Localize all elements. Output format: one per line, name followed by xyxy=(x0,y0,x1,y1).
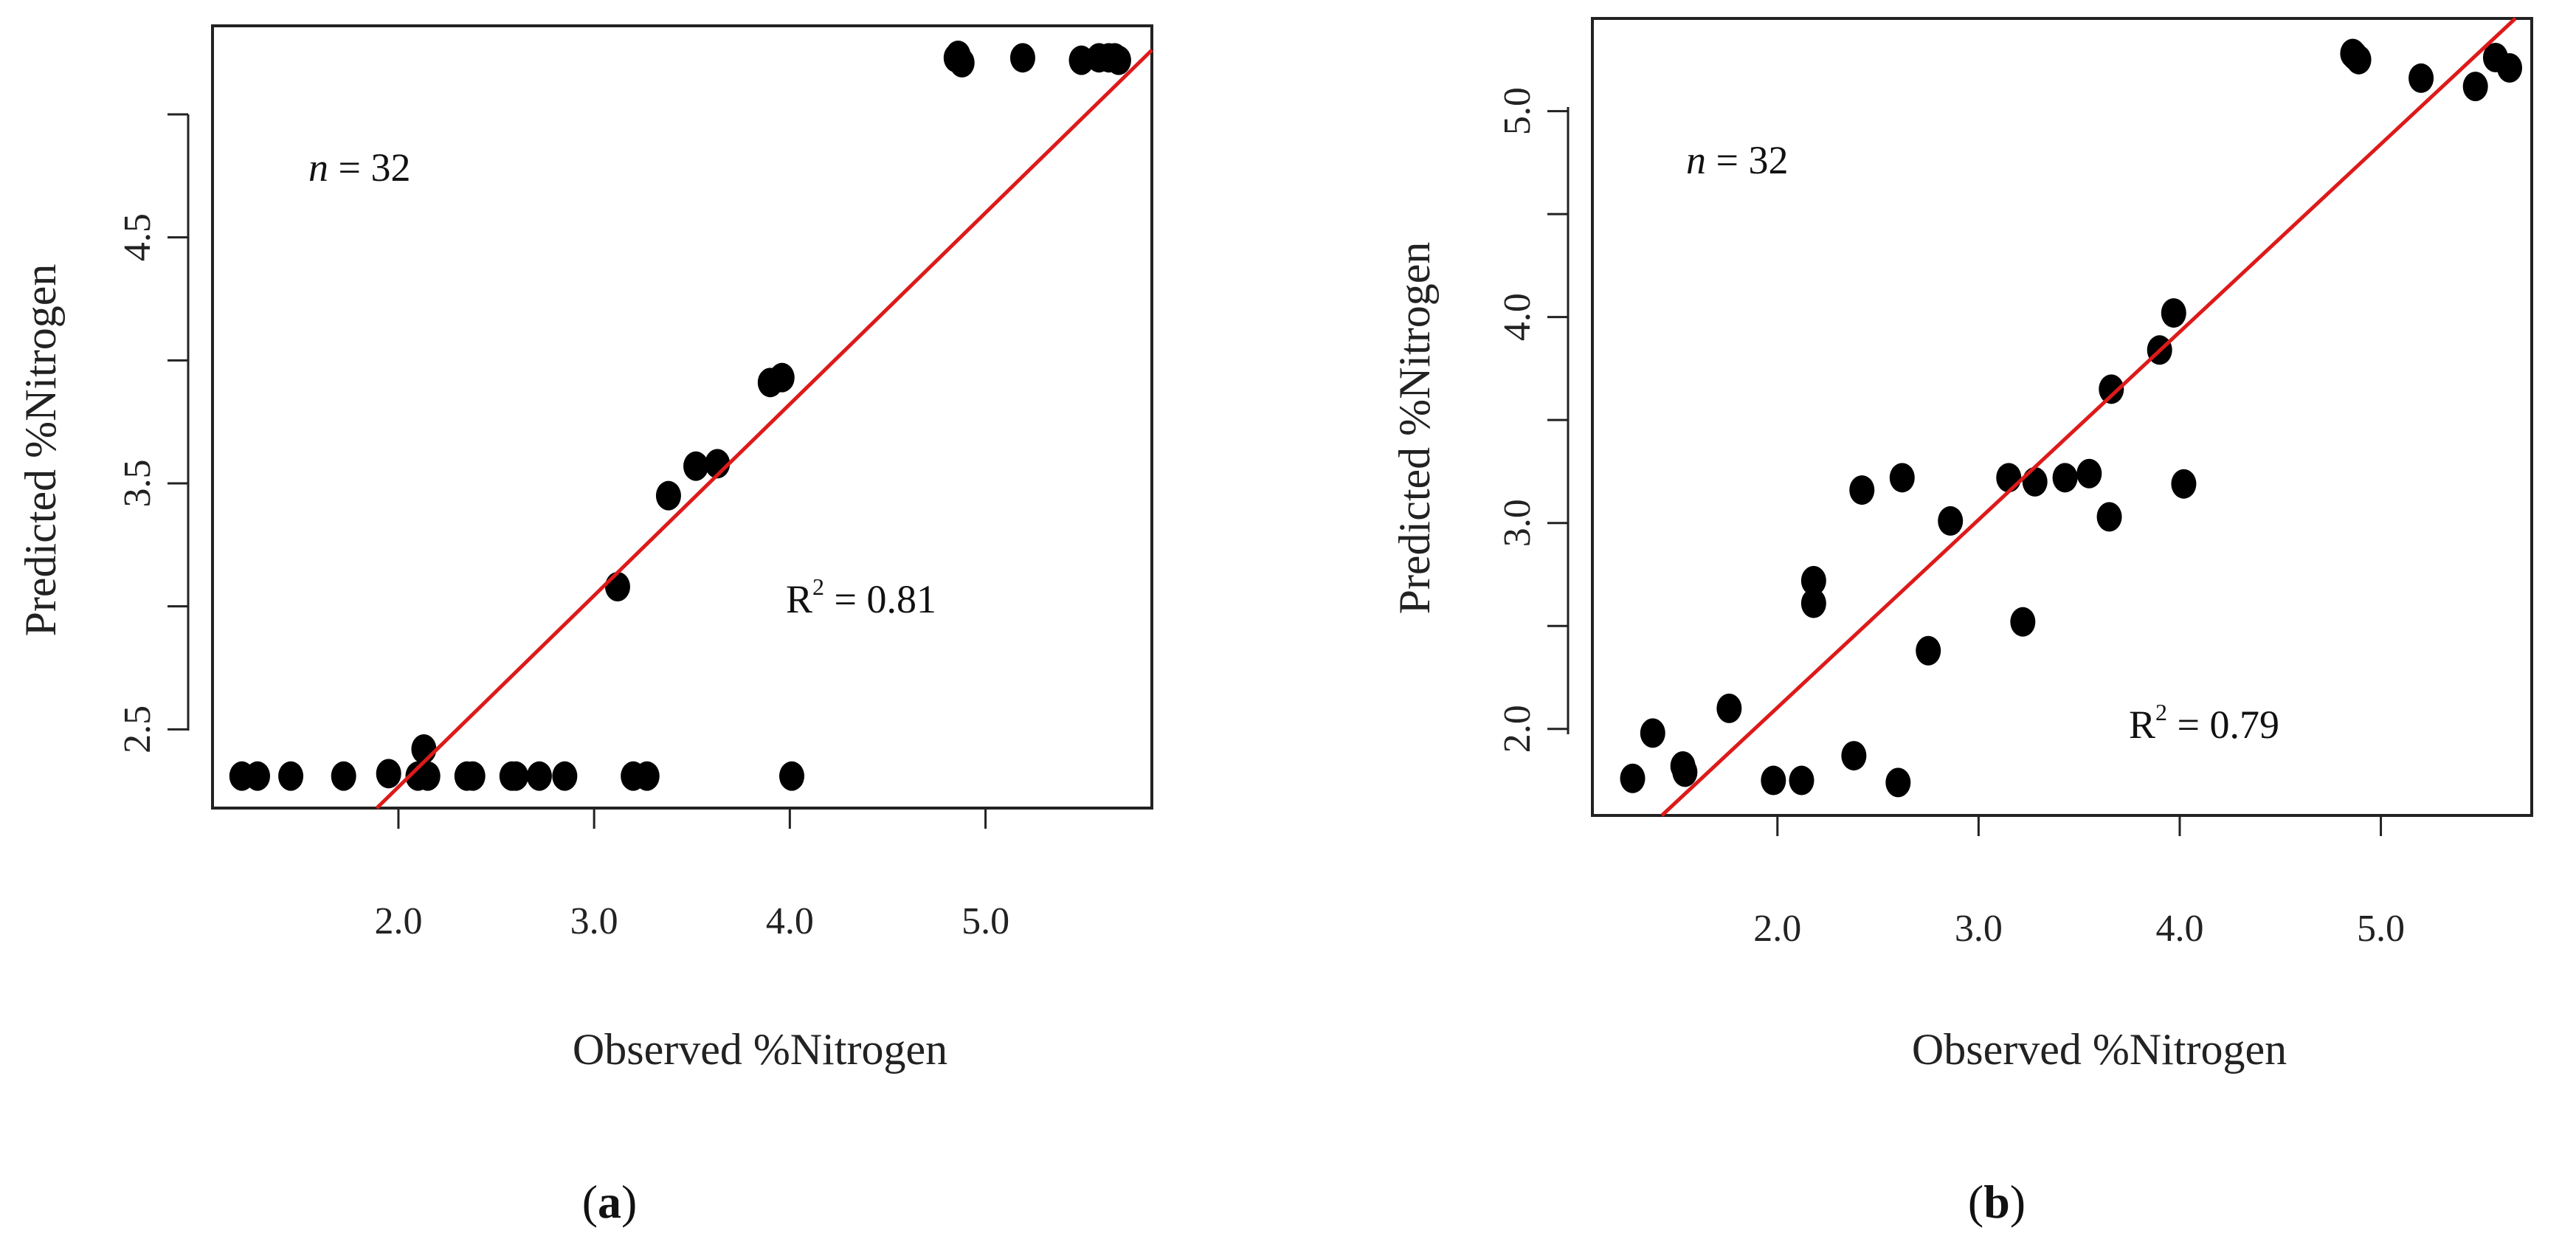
data-point-a xyxy=(460,761,486,791)
data-point-b xyxy=(1885,767,1911,798)
r2-value-a: = 0.81 xyxy=(824,577,936,621)
data-point-b xyxy=(1841,741,1867,771)
data-point-a xyxy=(1105,45,1131,75)
data-point-b xyxy=(1640,718,1665,748)
n-value-b: = 32 xyxy=(1706,138,1788,182)
data-point-b xyxy=(2161,298,2186,328)
plot-frame-a xyxy=(211,24,1153,810)
data-point-b xyxy=(1938,505,1964,536)
data-point-b xyxy=(1716,693,1742,723)
data-point-a xyxy=(244,761,270,791)
y-tick-label-a: 3.5 xyxy=(117,460,159,508)
data-point-b xyxy=(2340,38,2366,69)
x-axis-title-a: Observed %Nitrogen xyxy=(573,1025,947,1074)
fit-line-a xyxy=(375,49,1153,810)
x-tick-label-b: 4.0 xyxy=(2155,908,2203,950)
y-tick-label-b: 3.0 xyxy=(1496,499,1539,547)
data-point-a xyxy=(683,451,709,481)
fit-line-b xyxy=(1660,17,2517,817)
y-tick-label-a: 4.5 xyxy=(117,213,159,261)
y-axis-title-a: Predicted %Nitrogen xyxy=(16,264,65,637)
data-point-a xyxy=(779,761,805,791)
n-symbol-b: n xyxy=(1686,138,1706,182)
r2-sup-a: 2 xyxy=(812,573,824,600)
data-point-b xyxy=(2052,463,2078,493)
x-ticks-b: 2.0 3.0 4.0 5.0 xyxy=(1753,815,2405,950)
data-point-b xyxy=(1800,565,1826,596)
data-point-b xyxy=(1916,635,1941,666)
x-tick-label-a: 3.0 xyxy=(570,900,618,942)
y-tick-label-a: 2.5 xyxy=(117,705,159,753)
n-label-b: n = 32 xyxy=(1686,138,1788,182)
panel-b: 2.0 3.0 4.0 5.0 2.0 3.0 4.0 5.0 n = 32 R2 = 0.… xyxy=(1390,17,2533,1228)
x-ticks-a: 2.0 3.0 4.0 5.0 xyxy=(374,808,1009,942)
n-label-a: n = 32 xyxy=(308,145,410,190)
data-point-a xyxy=(1009,43,1035,73)
r2-prefix-b: R xyxy=(2129,703,2155,747)
data-point-b xyxy=(1849,475,1875,505)
data-point-b xyxy=(2171,469,2197,499)
data-point-a xyxy=(411,734,437,764)
data-point-a xyxy=(331,761,356,791)
data-point-a xyxy=(278,761,304,791)
data-point-b xyxy=(1672,757,1698,787)
n-symbol-a: n xyxy=(308,145,328,190)
y-tick-label-b: 5.0 xyxy=(1496,87,1539,135)
x-axis-title-b: Observed %Nitrogen xyxy=(1912,1025,2287,1074)
x-tick-label-b: 2.0 xyxy=(1753,908,1801,950)
panel-a: 2.0 3.0 4.0 5.0 2.53.54.5 n = 32 R2 = 0.81 … xyxy=(16,24,1153,1228)
data-point-a xyxy=(552,761,578,791)
caption-a: (a) xyxy=(582,1176,638,1228)
caption-open-b: ( xyxy=(1968,1176,1983,1228)
caption-b: (b) xyxy=(1968,1176,2026,1228)
data-point-b xyxy=(1889,463,1915,493)
y-tick-label-b: 4.0 xyxy=(1496,293,1539,341)
data-point-a xyxy=(604,572,630,601)
data-point-a xyxy=(769,362,795,393)
data-point-a xyxy=(376,759,401,789)
data-point-b xyxy=(1800,588,1826,618)
caption-open-a: ( xyxy=(582,1176,598,1228)
r2-label-b: R2 = 0.79 xyxy=(2129,699,2279,747)
data-point-b xyxy=(2096,502,2122,532)
y-ticks-a: 2.5 3.5 4.5 xyxy=(117,113,188,753)
caption-close-a: ) xyxy=(621,1176,637,1228)
r2-prefix-a: R xyxy=(786,577,812,621)
n-value-a: = 32 xyxy=(328,145,410,190)
data-point-b xyxy=(2408,63,2434,93)
x-tick-label-a: 4.0 xyxy=(766,900,814,942)
data-points-b xyxy=(1620,38,2523,798)
x-tick-label-b: 3.0 xyxy=(1955,908,2003,950)
caption-letter-a: a xyxy=(598,1176,621,1228)
y-ticks-b: 2.0 3.0 4.0 5.0 xyxy=(1496,87,1568,753)
data-point-b xyxy=(1761,765,1786,796)
data-point-b xyxy=(2022,466,2048,497)
data-point-a xyxy=(503,761,529,791)
r2-label-a: R2 = 0.81 xyxy=(786,573,936,621)
data-point-a xyxy=(526,761,552,791)
data-point-b xyxy=(2497,52,2523,83)
data-point-b xyxy=(2076,458,2102,489)
x-tick-label-b: 5.0 xyxy=(2357,908,2405,950)
r2-value-b: = 0.79 xyxy=(2167,703,2279,747)
data-point-b xyxy=(2010,607,2036,637)
data-point-a xyxy=(415,761,441,791)
data-point-a xyxy=(634,761,660,791)
caption-letter-b: b xyxy=(1983,1176,2010,1228)
data-point-b xyxy=(2099,374,2124,404)
data-point-b xyxy=(1620,763,1646,793)
data-points-a xyxy=(229,41,1131,791)
data-point-b xyxy=(2462,72,2488,102)
data-point-a xyxy=(945,41,971,70)
data-point-b xyxy=(1789,765,1814,796)
data-point-a xyxy=(655,480,681,511)
y-axis-title-b: Predicted %Nitrogen xyxy=(1390,242,1439,615)
r2-sup-b: 2 xyxy=(2155,699,2167,725)
x-tick-label-a: 2.0 xyxy=(374,900,422,942)
x-tick-label-a: 5.0 xyxy=(961,900,1009,942)
caption-close-b: ) xyxy=(2010,1176,2026,1228)
y-tick-label-b: 2.0 xyxy=(1496,705,1539,753)
data-point-b xyxy=(1996,463,2022,493)
